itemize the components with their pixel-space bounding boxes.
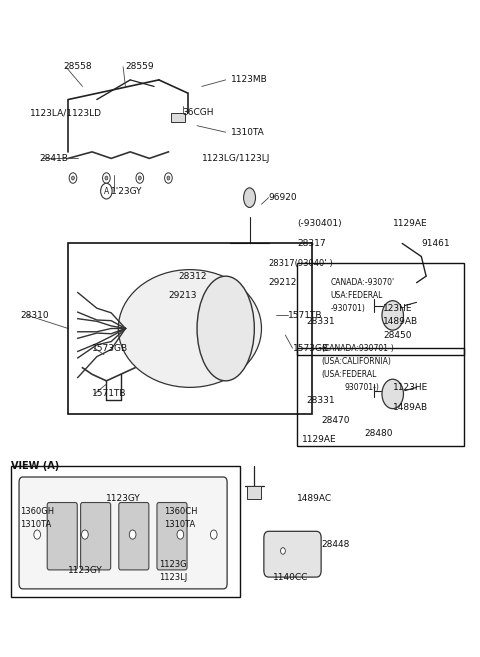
Text: 29212: 29212	[269, 278, 297, 287]
Text: 1140CC: 1140CC	[274, 573, 309, 581]
Bar	[247, 486, 262, 499]
Circle shape	[72, 176, 74, 180]
Bar	[68, 244, 312, 413]
Circle shape	[138, 176, 141, 180]
Ellipse shape	[243, 188, 255, 208]
Text: 28470: 28470	[321, 416, 349, 424]
Text: 29213: 29213	[168, 291, 197, 300]
FancyBboxPatch shape	[19, 477, 227, 589]
Circle shape	[165, 173, 172, 183]
Text: 28317(93040'-): 28317(93040'-)	[269, 259, 334, 267]
Text: 36CGH: 36CGH	[183, 108, 214, 117]
Text: 123HE: 123HE	[383, 304, 413, 313]
Circle shape	[103, 173, 110, 183]
Text: 1123LJ: 1123LJ	[159, 573, 187, 581]
FancyBboxPatch shape	[157, 503, 187, 570]
FancyBboxPatch shape	[81, 503, 111, 570]
Text: -930701): -930701)	[331, 304, 366, 313]
Text: 1123LA/1123LD: 1123LA/1123LD	[30, 108, 102, 117]
FancyBboxPatch shape	[264, 532, 321, 577]
Text: 28317: 28317	[297, 239, 326, 248]
Text: 28450: 28450	[383, 330, 412, 340]
Text: (CANADA:930701-): (CANADA:930701-)	[321, 344, 394, 353]
Text: 28559: 28559	[125, 62, 154, 72]
Ellipse shape	[118, 269, 262, 388]
Ellipse shape	[382, 379, 404, 409]
Text: 1489AB: 1489AB	[393, 403, 428, 411]
Bar	[11, 466, 240, 597]
FancyBboxPatch shape	[47, 503, 77, 570]
Circle shape	[281, 548, 285, 555]
Circle shape	[210, 530, 217, 539]
Text: 28331: 28331	[307, 317, 336, 327]
Text: 1489AC: 1489AC	[297, 494, 332, 503]
Text: 28448: 28448	[321, 540, 349, 549]
Circle shape	[129, 530, 136, 539]
Circle shape	[101, 183, 112, 199]
Text: 1123G: 1123G	[159, 560, 187, 568]
Bar	[297, 348, 464, 446]
Text: 1123LG/1123LJ: 1123LG/1123LJ	[202, 154, 270, 163]
Text: (USA:CALIFORNIA): (USA:CALIFORNIA)	[321, 357, 391, 366]
Text: 1571TB: 1571TB	[92, 390, 127, 398]
Text: 28558: 28558	[63, 62, 92, 72]
Text: 1571TB: 1571TB	[288, 311, 322, 320]
Text: 28312: 28312	[178, 271, 206, 281]
Text: 1129AE: 1129AE	[302, 435, 336, 444]
Text: 1360CH: 1360CH	[164, 507, 197, 516]
Text: 1310TA: 1310TA	[21, 520, 52, 530]
Text: 96920: 96920	[269, 193, 297, 202]
Text: 28480: 28480	[364, 428, 393, 438]
Text: 1310TA: 1310TA	[164, 520, 195, 530]
Text: 28310: 28310	[21, 311, 49, 320]
Text: 1123HE: 1123HE	[393, 383, 428, 392]
Text: 1573GB: 1573GB	[92, 344, 128, 353]
Text: 930701-): 930701-)	[345, 383, 380, 392]
Bar	[171, 112, 185, 122]
Circle shape	[105, 176, 108, 180]
Circle shape	[136, 173, 144, 183]
Text: 1129AE: 1129AE	[393, 219, 427, 229]
Text: 2841B: 2841B	[39, 154, 69, 163]
Text: 91461: 91461	[421, 239, 450, 248]
Circle shape	[167, 176, 170, 180]
Text: 28331: 28331	[307, 396, 336, 405]
Text: (USA:FEDERAL: (USA:FEDERAL	[321, 370, 376, 379]
Text: 1310TA: 1310TA	[230, 127, 264, 137]
Text: VIEW (A): VIEW (A)	[11, 461, 59, 471]
Text: 1123GY: 1123GY	[68, 566, 103, 575]
Text: USA:FEDERAL: USA:FEDERAL	[331, 291, 383, 300]
Text: 1'23GY: 1'23GY	[111, 187, 143, 196]
Text: 1123GY: 1123GY	[107, 494, 141, 503]
Text: A: A	[104, 187, 109, 196]
Circle shape	[82, 530, 88, 539]
Text: CANADA:-93070': CANADA:-93070'	[331, 278, 395, 287]
Text: (-930401): (-930401)	[297, 219, 342, 229]
Circle shape	[34, 530, 40, 539]
FancyBboxPatch shape	[119, 503, 149, 570]
Circle shape	[69, 173, 77, 183]
Text: 1123MB: 1123MB	[230, 76, 267, 84]
Text: 1360GH: 1360GH	[21, 507, 55, 516]
Bar	[297, 263, 464, 355]
Circle shape	[177, 530, 184, 539]
Text: 1489AB: 1489AB	[383, 317, 418, 327]
Text: 1573GB: 1573GB	[292, 344, 329, 353]
Ellipse shape	[382, 301, 404, 330]
Ellipse shape	[197, 276, 254, 381]
